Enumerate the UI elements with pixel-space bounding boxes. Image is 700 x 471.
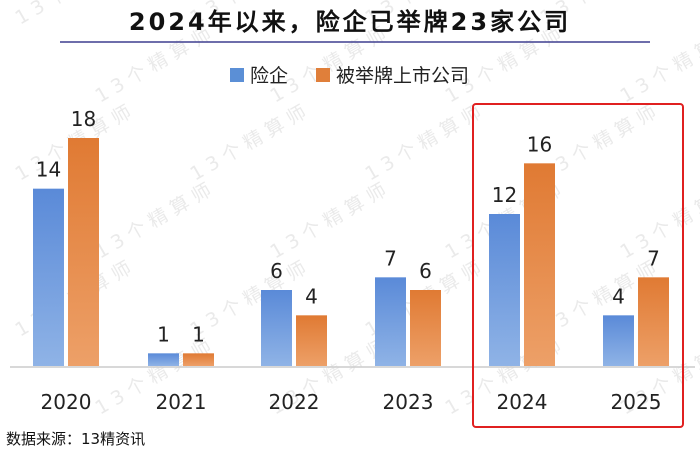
bar-insurer-2025	[603, 315, 634, 366]
watermark-text: 13个精算师	[362, 98, 491, 185]
watermark-text: 13个精算师	[92, 176, 221, 263]
bar-target-2020	[68, 138, 99, 366]
value-label-target-2021: 1	[192, 322, 205, 346]
value-label-target-2022: 4	[305, 284, 318, 308]
value-label-target-2023: 6	[419, 259, 432, 283]
value-label-insurer-2025: 4	[612, 284, 625, 308]
value-label-insurer-2024: 12	[492, 183, 517, 207]
x-tick-2022: 2022	[269, 390, 320, 414]
bar-target-2021	[183, 353, 214, 366]
bar-insurer-2021	[148, 353, 179, 366]
x-tick-2024: 2024	[497, 390, 548, 414]
highlight-box	[472, 103, 684, 428]
bar-target-2022	[296, 315, 327, 366]
legend-swatch-target	[316, 68, 330, 82]
bar-insurer-2023	[375, 277, 406, 366]
value-label-target-2024: 16	[527, 132, 552, 156]
watermark-text: 13个精算师	[12, 0, 141, 29]
value-label-insurer-2021: 1	[157, 322, 170, 346]
watermark-text: 13个精算师	[187, 98, 316, 185]
bar-target-2025	[638, 277, 669, 366]
value-label-insurer-2023: 7	[384, 246, 397, 270]
legend-swatch-insurer	[230, 68, 244, 82]
x-tick-2020: 2020	[41, 390, 92, 414]
value-label-insurer-2022: 6	[270, 259, 283, 283]
chart-title: 2024年以来，险企已举牌23家公司	[129, 8, 571, 36]
watermark-text: 13个精算师	[267, 176, 396, 263]
x-tick-labels: 2020 2021 2022 2023 2024 2025	[41, 390, 662, 414]
value-label-target-2025: 7	[647, 246, 660, 270]
bar-target-2024	[524, 163, 555, 366]
bar-insurer-2024	[489, 214, 520, 366]
bar-group	[33, 138, 669, 366]
legend-label-target: 被举牌上市公司	[336, 65, 469, 87]
legend-label-insurer: 险企	[250, 65, 288, 87]
bar-insurer-2022	[261, 290, 292, 366]
x-tick-2025: 2025	[611, 390, 662, 414]
source-note: 数据来源：13精资讯	[6, 430, 146, 448]
bar-target-2023	[410, 290, 441, 366]
bar-insurer-2020	[33, 188, 64, 366]
value-label-insurer-2020: 14	[36, 158, 61, 182]
watermark-text: 13个精算师	[537, 98, 666, 185]
watermark-text: 13个精算师	[617, 20, 700, 107]
value-label-target-2020: 18	[71, 107, 96, 131]
x-tick-2021: 2021	[156, 390, 207, 414]
x-tick-2023: 2023	[383, 390, 434, 414]
legend: 险企 被举牌上市公司	[230, 65, 469, 87]
